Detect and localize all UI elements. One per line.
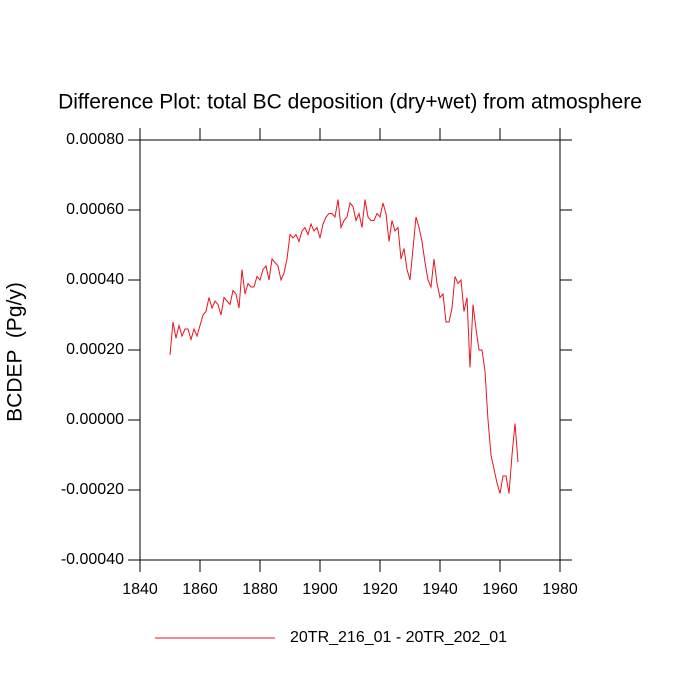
x-tick-label: 1980 (542, 581, 578, 598)
x-tick-label: 1920 (362, 581, 398, 598)
x-tick-label: 1900 (302, 581, 338, 598)
y-tick-label: 0.00000 (66, 411, 124, 428)
x-tick-label: 1880 (242, 581, 278, 598)
x-tick-label: 1860 (182, 581, 218, 598)
x-tick-label: 1940 (422, 581, 458, 598)
x-tick-label: 1960 (482, 581, 518, 598)
y-tick-label: 0.00040 (66, 271, 124, 288)
y-tick-label: 0.00080 (66, 131, 124, 148)
data-line (169, 199, 519, 494)
chart-title: Difference Plot: total BC deposition (dr… (58, 91, 642, 114)
legend-label: 20TR_216_01 - 20TR_202_01 (290, 629, 507, 646)
y-tick-label: 0.00020 (66, 341, 124, 358)
x-tick-label: 1840 (122, 581, 158, 598)
y-tick-label: 0.00060 (66, 201, 124, 218)
y-axis-label: BCDEP (Pg/y) (4, 282, 27, 422)
y-tick-label: -0.00040 (61, 551, 124, 568)
y-tick-label: -0.00020 (61, 481, 124, 498)
